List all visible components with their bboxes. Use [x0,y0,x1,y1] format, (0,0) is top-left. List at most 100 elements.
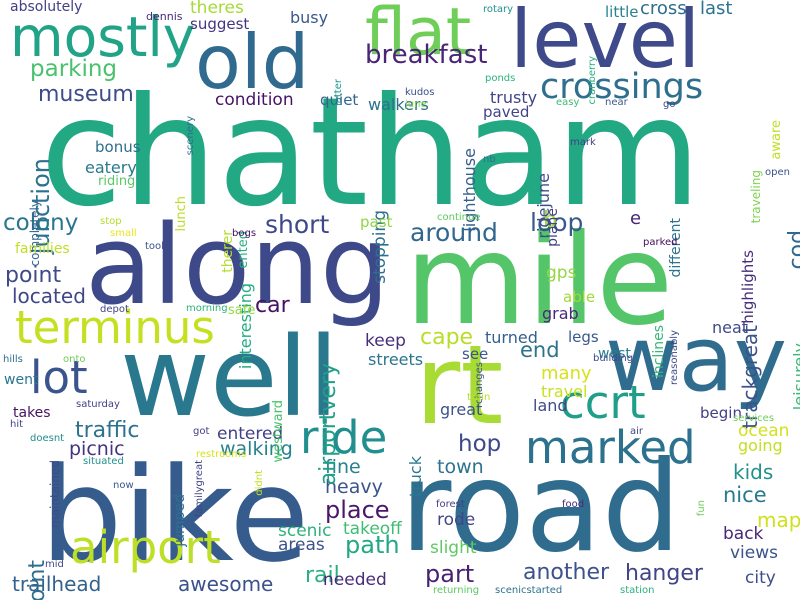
word: open [765,167,790,178]
word: mostly [10,5,196,69]
word: paved [483,103,530,121]
word: walking [220,438,293,460]
word: end [520,338,560,362]
word: see [462,345,489,363]
word: services [733,413,775,424]
word: onto [63,354,86,365]
word: hills [3,354,23,365]
word: small [110,228,137,239]
word: highlights [739,250,757,324]
word: parking [30,56,118,82]
word: westward [271,400,286,463]
word: marked [525,421,696,474]
word: point [5,263,62,288]
word: many [541,363,592,384]
word: town [437,456,484,478]
word: cross [640,0,687,19]
word: mark [570,137,596,148]
word: familygreat [194,460,205,518]
word: depot [100,304,129,315]
word: restrooms [196,449,247,460]
word: families [15,241,70,257]
word: loop [530,208,584,237]
word: nice [723,483,767,507]
word: great [440,400,483,419]
word: well [120,313,339,441]
word: turned [485,328,538,347]
word: gps [546,263,577,283]
word: going [738,436,783,455]
word: condition [215,90,294,110]
word: able [563,288,596,306]
word: bike [40,439,310,591]
word: bonus [95,138,141,156]
word: walkers [368,95,429,114]
word: june [405,99,427,110]
word: returning [433,585,480,596]
word: map [757,508,800,532]
word: keep [365,331,406,351]
word: nb [483,154,496,165]
word: hop [458,431,502,457]
word: lunch [174,196,189,232]
word: train [467,392,491,403]
word: west [598,346,631,362]
word: absolutely [10,0,83,15]
word: cod [785,230,800,270]
word: needed [323,570,387,590]
word: grab [542,304,579,323]
word: tool [145,241,164,252]
word: neat [712,318,749,337]
word: situated [83,456,124,467]
word: traveling [749,170,763,224]
word: old [195,18,310,106]
word: ocean [738,421,790,441]
word: inclines [651,325,667,379]
word: dennis [146,10,183,23]
word: around [410,218,498,247]
word: suggest [190,15,250,33]
word: entered [217,424,284,444]
word: airport [70,521,221,574]
word: fine [325,456,361,478]
word: cranberry [587,56,598,105]
word: land [533,396,568,415]
word: rotary [483,4,514,15]
word: ccrt [560,376,646,429]
word: eatery [85,158,137,177]
word: busy [290,8,329,27]
word: aware [769,120,784,160]
word: takes [13,405,51,421]
word: another [523,560,610,585]
word: views [730,543,779,563]
word: stop [100,216,122,227]
word: scenery [185,116,196,156]
word: kudos [405,87,435,98]
word: continue [437,212,481,223]
word: awesome [178,572,274,596]
word: truck [406,456,425,498]
word: place [325,496,390,524]
word: didnt [254,470,265,496]
word: heavy [325,476,383,498]
word: now [113,480,134,491]
word: breakfast [365,40,488,70]
word: begin [700,404,742,422]
word: scenic [278,521,332,541]
word: streets [368,350,424,369]
word: slight [430,538,477,558]
word: hanger [625,561,703,586]
word: easy [556,97,580,108]
word: flat [365,0,472,70]
word: along [85,201,390,329]
word: bogs [232,228,257,239]
word: rail [305,563,340,588]
word: car [255,293,290,318]
word: latter [333,79,344,107]
word: level [510,0,701,86]
word: maintained [48,460,62,528]
word: got [193,426,210,437]
word: saturday [76,399,120,410]
word: terminus [15,301,215,354]
